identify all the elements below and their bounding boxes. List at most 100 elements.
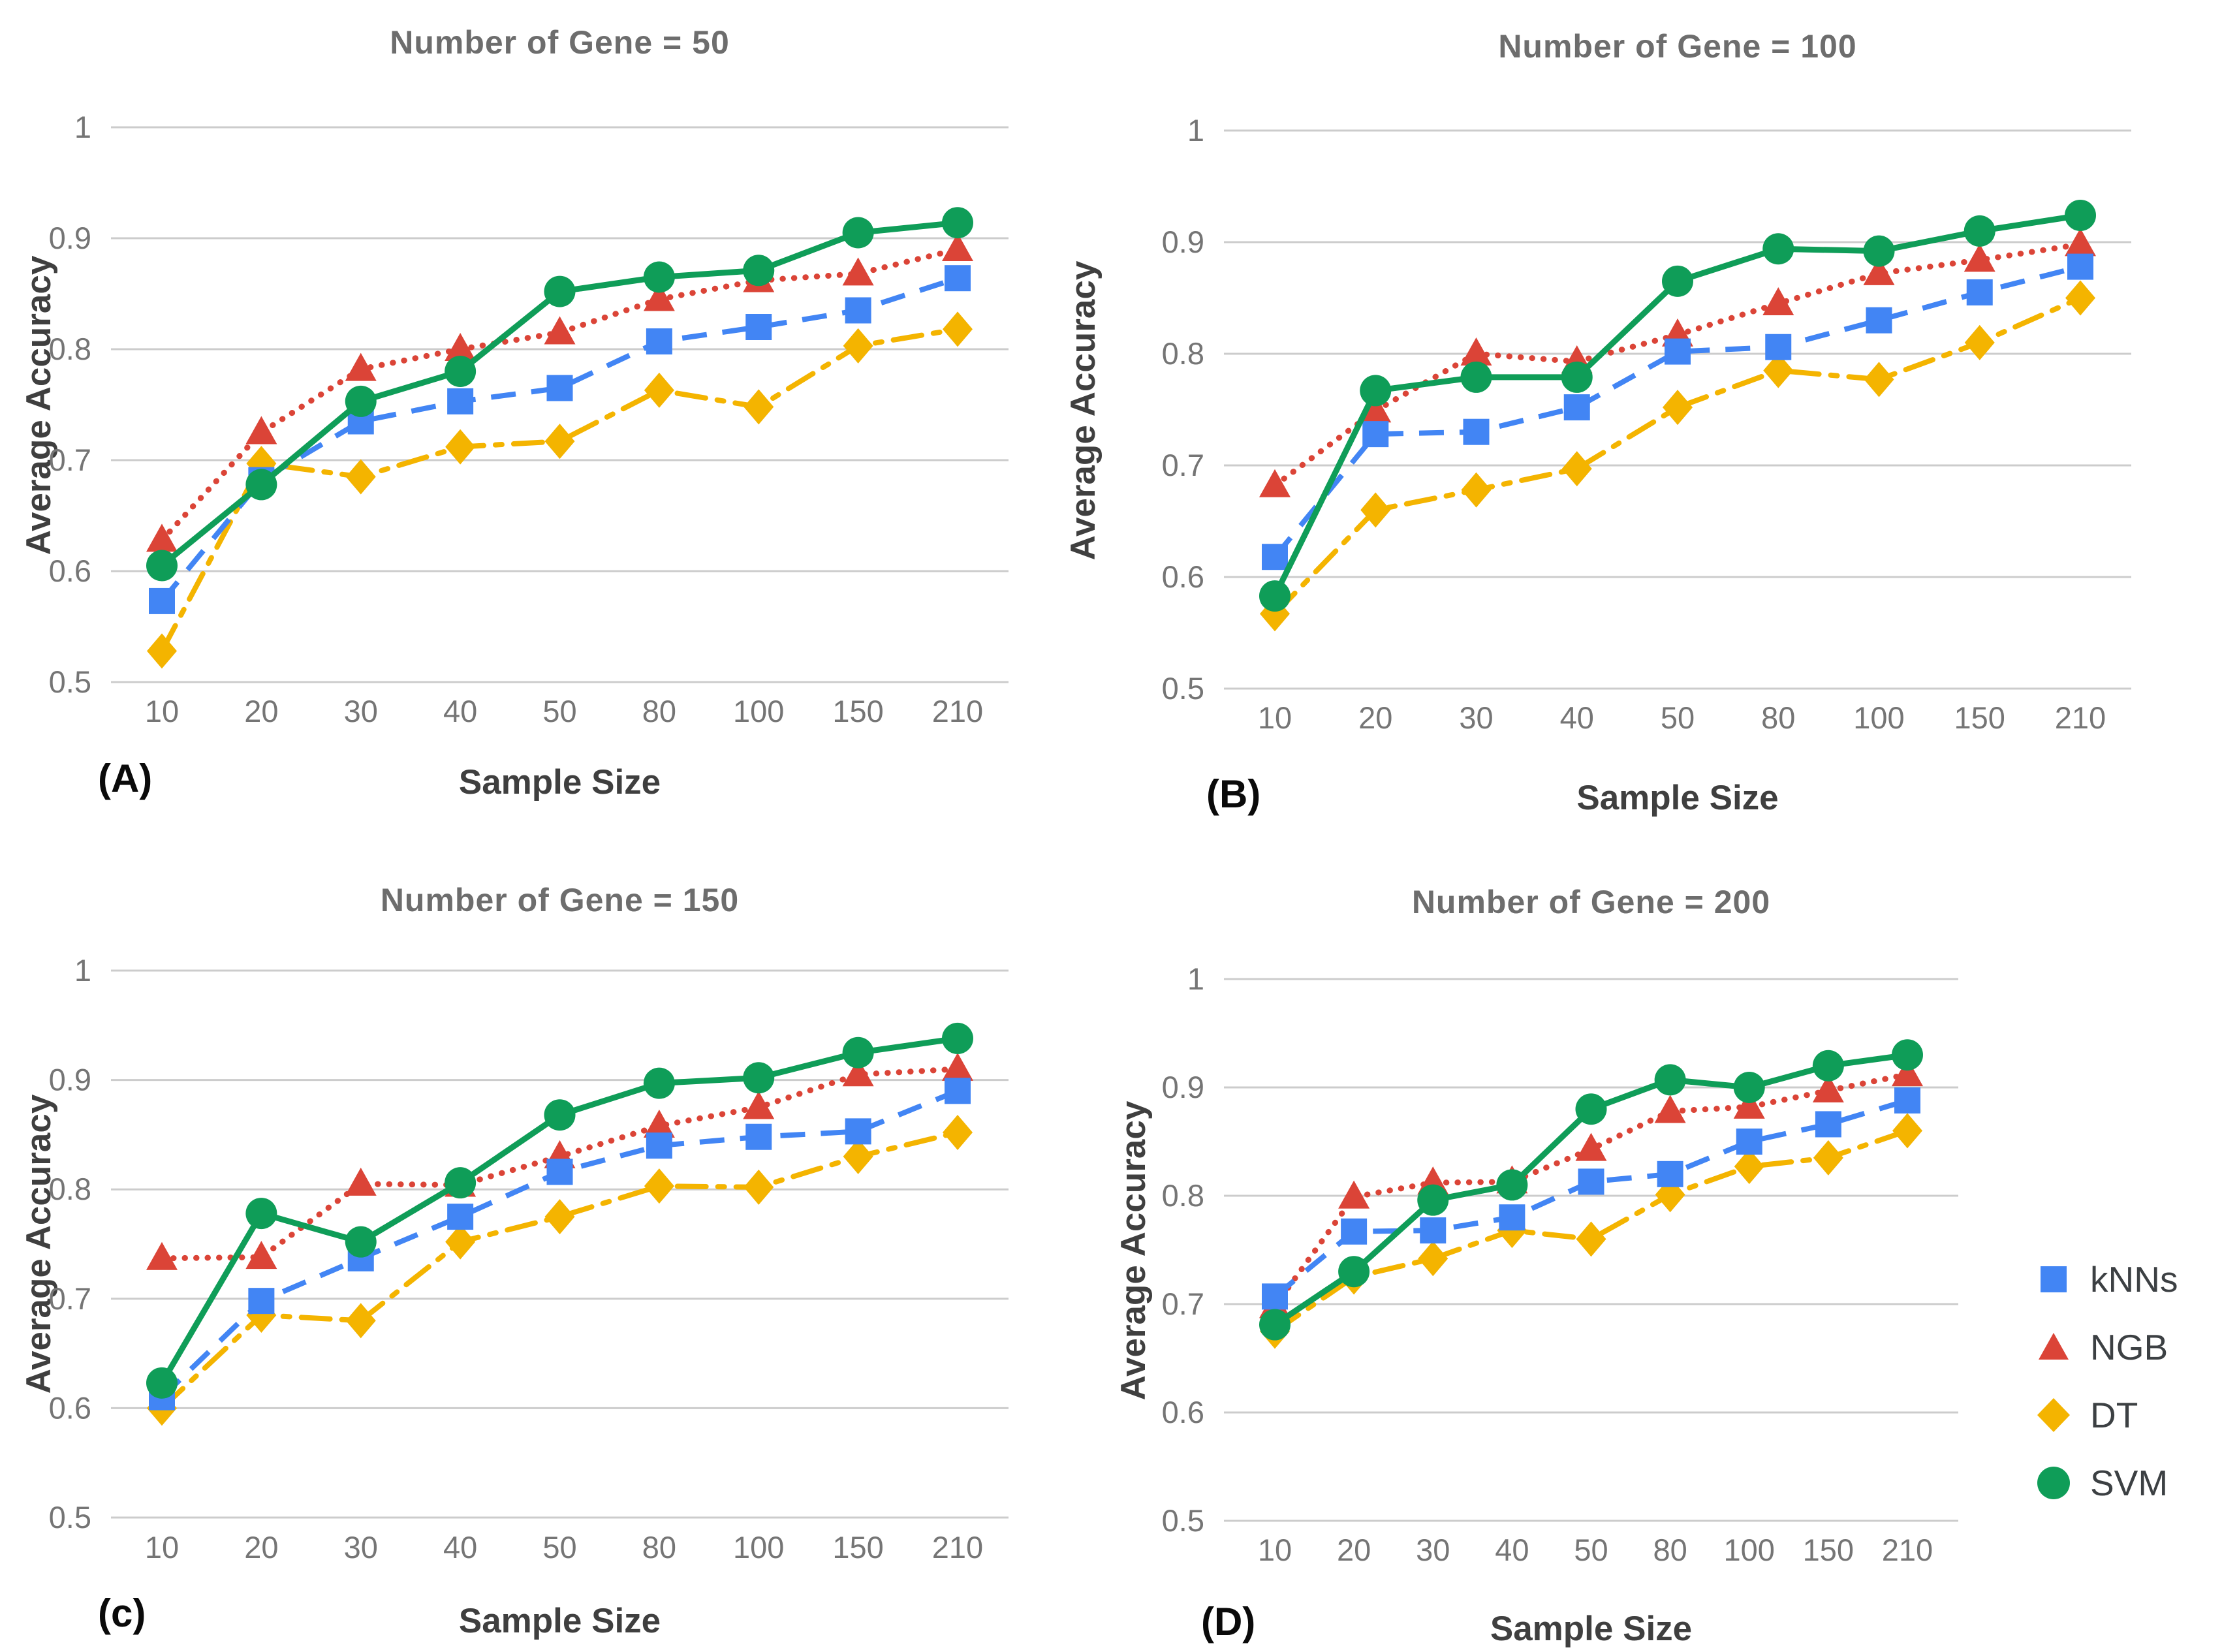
marker-NGB [1863, 257, 1895, 285]
marker-kNNs [845, 297, 871, 324]
marker-DT [1763, 352, 1794, 388]
legend-label-knns: kNNs [2090, 1259, 2178, 1300]
x-tick-label: 80 [642, 694, 676, 728]
panel-c-x-axis-title: Sample Size [458, 1602, 661, 1640]
marker-DT [843, 1138, 873, 1174]
marker-SVM [445, 356, 477, 387]
x-tick-label: 50 [542, 694, 576, 728]
x-tick-label: 150 [832, 694, 883, 728]
marker-SVM [643, 261, 675, 293]
marker-SVM [1662, 265, 1693, 297]
marker-DT [1864, 362, 1894, 397]
x-tick-label: 50 [542, 1530, 576, 1565]
y-tick-label: 1 [74, 110, 91, 144]
y-tick-label: 0.5 [49, 1500, 91, 1535]
marker-NGB [1654, 1095, 1686, 1123]
x-tick-label: 80 [642, 1530, 676, 1565]
x-tick-label: 150 [1954, 700, 2005, 735]
ngb-triangle-icon [2039, 1333, 2069, 1360]
series-line-kNNs [1273, 1098, 1909, 1299]
marker-SVM [1892, 1039, 1923, 1071]
marker-kNNs [1420, 1217, 1447, 1244]
marker-kNNs [1578, 1168, 1604, 1195]
marker-NGB [146, 523, 178, 552]
marker-SVM [1259, 580, 1291, 612]
x-tick-label: 50 [1661, 700, 1695, 735]
x-tick-label: 40 [443, 694, 477, 728]
y-tick-label: 0.6 [49, 1390, 91, 1425]
marker-DT [943, 1115, 973, 1151]
marker-DT [1461, 472, 1492, 508]
marker-SVM [1460, 361, 1492, 393]
marker-kNNs [1815, 1111, 1841, 1138]
x-tick-label: 40 [1495, 1533, 1529, 1567]
marker-DT [1813, 1140, 1843, 1176]
marker-DT [843, 328, 873, 364]
x-tick-label: 10 [145, 1530, 179, 1565]
marker-SVM [1812, 1050, 1844, 1082]
marker-NGB [345, 1167, 377, 1196]
y-tick-label: 0.7 [49, 1281, 91, 1316]
marker-NGB [1892, 1058, 1923, 1087]
marker-kNNs [447, 1204, 474, 1230]
marker-NGB [345, 352, 377, 381]
panel-b-y-axis-title: Average Accuracy [1064, 260, 1103, 561]
y-tick-label: 0.8 [1162, 1178, 1204, 1213]
marker-SVM [1762, 233, 1794, 265]
legend-item-svm: SVM [2035, 1462, 2178, 1504]
marker-DT [445, 1224, 476, 1260]
marker-SVM [1338, 1256, 1370, 1288]
marker-kNNs [646, 328, 672, 355]
series-line-kNNs [1272, 264, 2081, 559]
legend-label-dt: DT [2090, 1395, 2138, 1435]
y-tick-label: 0.6 [1162, 1395, 1204, 1429]
marker-NGB [643, 283, 675, 311]
marker-NGB [445, 333, 477, 361]
x-tick-label: 100 [1724, 1533, 1775, 1567]
panel-a-title: Number of Gene = 50 [390, 24, 730, 61]
marker-DT [1734, 1149, 1764, 1185]
marker-SVM [942, 1022, 973, 1054]
marker-SVM [1863, 235, 1895, 267]
marker-kNNs [1966, 279, 1993, 305]
marker-DT [644, 372, 674, 408]
panel-d-title: Number of Gene = 200 [1411, 884, 1771, 920]
marker-SVM [445, 1167, 477, 1199]
marker-kNNs [248, 1288, 275, 1315]
x-tick-label: 20 [244, 1530, 278, 1565]
marker-kNNs [1665, 338, 1691, 365]
x-tick-label: 30 [344, 694, 378, 728]
x-tick-label: 40 [1560, 700, 1594, 735]
legend-label-svm: SVM [2090, 1463, 2168, 1503]
marker-kNNs [1765, 334, 1792, 360]
panel-c-chart-canvas: 1 0.9 0.8 0.7 0.6 0.5 10 20 30 40 50 80 100 150 210 [49, 953, 1009, 1565]
marker-DT [1964, 324, 1995, 360]
marker-kNNs [945, 1078, 971, 1104]
marker-SVM [544, 1099, 576, 1131]
x-tick-label: 40 [443, 1530, 477, 1565]
y-tick-label: 0.7 [1162, 448, 1204, 482]
y-tick-label: 0.7 [49, 443, 91, 477]
marker-kNNs [745, 314, 772, 340]
marker-DT [2065, 280, 2095, 316]
y-tick-label: 0.5 [49, 664, 91, 699]
marker-kNNs [845, 1118, 871, 1145]
marker-SVM [1360, 375, 1392, 407]
marker-DT [1576, 1221, 1606, 1257]
y-tick-label: 0.8 [1162, 336, 1204, 371]
marker-NGB [245, 1241, 277, 1270]
panel-a-letter: (A) [98, 756, 153, 800]
x-tick-label: 210 [932, 694, 983, 728]
y-tick-label: 1 [74, 953, 91, 988]
marker-DT [147, 633, 177, 669]
knns-square-icon [2041, 1266, 2067, 1292]
marker-SVM [245, 469, 277, 501]
marker-kNNs [745, 1123, 772, 1150]
marker-kNNs [1894, 1087, 1920, 1114]
x-tick-label: 20 [1337, 1533, 1371, 1567]
marker-kNNs [1362, 421, 1389, 448]
legend-item-dt: DT [2035, 1394, 2178, 1436]
marker-DT [345, 459, 376, 495]
legend-item-ngb: NGB [2035, 1326, 2178, 1368]
